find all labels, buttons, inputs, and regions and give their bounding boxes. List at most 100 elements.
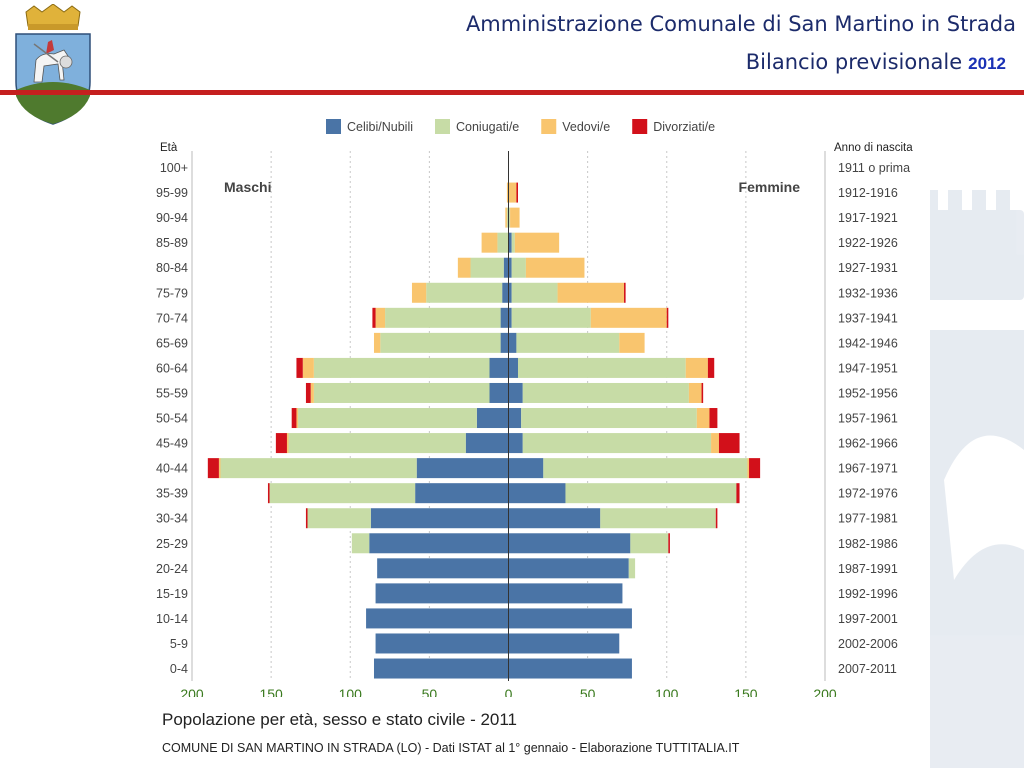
legend-swatch-vedovi-e <box>541 119 557 134</box>
bar-male-vedovi-e <box>296 408 299 429</box>
birth-year-label: 2002-2006 <box>838 637 898 651</box>
birth-year-label: 1942-1946 <box>838 336 898 350</box>
bar-male-divorziati-e <box>296 357 303 378</box>
bar-male-celibi-nubili <box>369 533 509 554</box>
bar-female-celibi-nubili <box>508 608 632 629</box>
bar-male-celibi-nubili <box>370 508 509 529</box>
bar-male-celibi-nubili <box>500 307 509 328</box>
chart-title: Popolazione per età, sesso e stato civil… <box>162 710 518 729</box>
bar-male-divorziati-e <box>267 483 270 504</box>
bar-female-coniugati-e <box>522 433 712 454</box>
bar-male-celibi-nubili <box>373 658 509 679</box>
bar-female-celibi-nubili <box>508 508 601 529</box>
bar-female-celibi-nubili <box>508 357 518 378</box>
birth-year-label: 1987-1991 <box>838 562 898 576</box>
birth-year-label: 1957-1961 <box>838 412 898 426</box>
bar-male-coniugati-e <box>313 382 490 403</box>
birth-year-label: 1967-1971 <box>838 462 898 476</box>
bar-female-vedovi-e <box>696 408 710 429</box>
legend-swatch-coniugati-e <box>435 119 450 134</box>
bar-female-coniugati-e <box>517 357 686 378</box>
bar-female-coniugati-e <box>628 558 636 579</box>
age-label: 65-69 <box>156 336 188 350</box>
birth-year-label: 1952-1956 <box>838 386 898 400</box>
birth-year-label: 1937-1941 <box>838 311 898 325</box>
birth-year-label: 1922-1926 <box>838 236 898 250</box>
bar-female-coniugati-e <box>511 232 515 253</box>
bar-male-coniugati-e <box>298 408 477 429</box>
birth-year-label: 2007-2011 <box>838 662 897 676</box>
bar-female-divorziati-e <box>516 182 518 203</box>
bar-male-coniugati-e <box>269 483 416 504</box>
birth-year-label: 1972-1976 <box>838 487 898 501</box>
bar-female-divorziati-e <box>736 483 740 504</box>
bar-female-vedovi-e <box>711 433 719 454</box>
age-label: 95-99 <box>156 186 188 200</box>
bar-male-vedovi-e <box>481 232 498 253</box>
bar-male-celibi-nubili <box>375 583 509 604</box>
legend-swatch-divorziati-e <box>632 119 648 134</box>
age-label: 5-9 <box>170 637 188 651</box>
chart-source: COMUNE DI SAN MARTINO IN STRADA (LO) - D… <box>162 741 740 755</box>
age-axis-title: Età <box>160 142 178 154</box>
birth-year-label: 1911 o prima <box>838 161 910 175</box>
bar-male-coniugati-e <box>220 458 417 479</box>
subtitle-text: Bilancio previsionale <box>745 50 963 74</box>
municipal-coat-of-arms-icon <box>12 3 94 126</box>
bar-female-divorziati-e <box>624 282 626 303</box>
birth-year-label: 1997-2001 <box>838 612 898 626</box>
bar-male-coniugati-e <box>313 357 490 378</box>
bar-male-celibi-nubili <box>416 458 509 479</box>
age-label: 20-24 <box>156 562 188 576</box>
bar-male-coniugati-e <box>380 332 501 353</box>
age-label: 10-14 <box>156 612 188 626</box>
bar-female-coniugati-e <box>516 332 620 353</box>
bar-male-celibi-nubili <box>415 483 509 504</box>
bar-female-vedovi-e <box>510 207 520 228</box>
bar-male-vedovi-e <box>411 282 427 303</box>
bar-female-celibi-nubili <box>508 382 523 403</box>
legend-label-divorziati-e: Divorziati/e <box>653 120 715 134</box>
bar-female-divorziati-e <box>707 357 715 378</box>
bar-female-vedovi-e <box>590 307 667 328</box>
age-label: 0-4 <box>170 662 188 676</box>
bar-female-celibi-nubili <box>508 483 566 504</box>
bar-male-coniugati-e <box>351 533 370 554</box>
x-tick-label: 50 <box>422 686 438 697</box>
bar-female-celibi-nubili <box>508 658 632 679</box>
legend-label-vedovi-e: Vedovi/e <box>562 120 610 134</box>
birth-year-label: 1917-1921 <box>838 211 898 225</box>
bar-female-vedovi-e <box>557 282 625 303</box>
bar-female-celibi-nubili <box>508 282 512 303</box>
bar-female-coniugati-e <box>522 382 689 403</box>
legend-label-coniugati-e: Coniugati/e <box>456 120 519 134</box>
x-tick-label: 150 <box>259 686 283 697</box>
bar-female-vedovi-e <box>514 232 560 253</box>
bar-male-vedovi-e <box>310 382 314 403</box>
population-pyramid-chart: Celibi/Nubili Coniugati/e Vedovi/e Divorzia… <box>148 112 930 768</box>
bar-female-vedovi-e <box>525 257 585 278</box>
birth-year-label: 1982-1986 <box>838 537 898 551</box>
bar-female-coniugati-e <box>508 207 511 228</box>
bar-male-celibi-nubili <box>502 282 509 303</box>
bar-female-celibi-nubili <box>508 257 512 278</box>
bar-male-coniugati-e <box>288 433 466 454</box>
bar-male-vedovi-e <box>505 207 507 228</box>
birth-year-label: 1927-1931 <box>838 261 898 275</box>
bar-female-coniugati-e <box>511 257 526 278</box>
age-label: 55-59 <box>156 386 188 400</box>
age-label: 15-19 <box>156 587 188 601</box>
bar-female-vedovi-e <box>688 382 702 403</box>
birth-year-label: 1962-1966 <box>838 437 898 451</box>
bar-male-vedovi-e <box>506 182 509 203</box>
age-label: 40-44 <box>156 462 188 476</box>
bar-male-celibi-nubili <box>375 633 509 654</box>
bar-female-celibi-nubili <box>508 408 522 429</box>
bar-male-coniugati-e <box>497 232 509 253</box>
bar-male-divorziati-e <box>305 508 308 529</box>
bar-female-divorziati-e <box>749 458 761 479</box>
bar-female-coniugati-e <box>600 508 716 529</box>
legend-label-celibi-nubili: Celibi/Nubili <box>347 120 413 134</box>
bar-female-celibi-nubili <box>508 433 523 454</box>
age-label: 45-49 <box>156 437 188 451</box>
